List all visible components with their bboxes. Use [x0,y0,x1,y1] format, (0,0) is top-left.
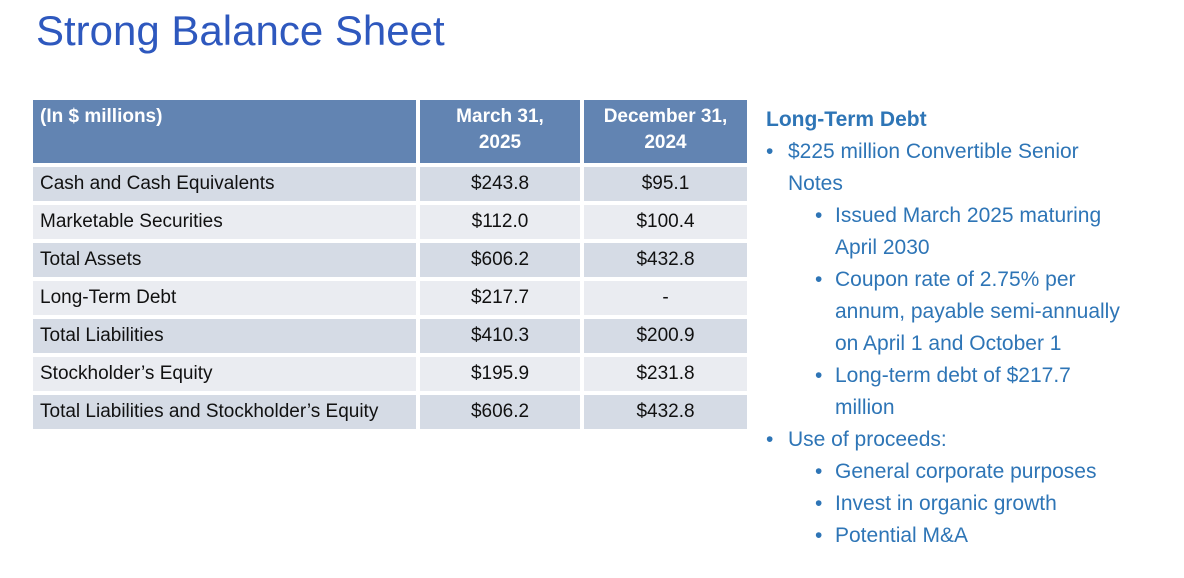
bullet-item-use-of-proceeds: • Use of proceeds: [766,424,1180,456]
bullet-icon: • [815,204,823,227]
table-row-marketable-securities: Marketable Securities $112.0 $100.4 [33,205,747,239]
bullet-item-general-corporate: • General corporate purposes [766,456,1180,488]
value-december: $432.8 [584,395,747,429]
row-label: Total Liabilities [33,319,416,353]
bullet-text: Long-term debt of $217.7 million [835,364,1071,419]
bullet-text: Issued March 2025 maturing April 2030 [835,204,1102,259]
header-december-31-2024: December 31, 2024 [584,100,747,163]
value-march: $195.9 [420,357,580,391]
table-row-cash: Cash and Cash Equivalents $243.8 $95.1 [33,167,747,201]
bullet-icon: • [766,140,774,163]
long-term-debt-panel: Long-Term Debt • $225 million Convertibl… [766,104,1180,552]
row-label: Stockholder’s Equity [33,357,416,391]
table-row-stockholders-equity: Stockholder’s Equity $195.9 $231.8 [33,357,747,391]
bullet-icon: • [815,460,823,483]
bullet-icon: • [766,428,774,451]
row-label: Marketable Securities [33,205,416,239]
row-label: Total Assets [33,243,416,277]
value-december: $95.1 [584,167,747,201]
header-march-31-2025: March 31, 2025 [420,100,580,163]
table-header-row: (In $ millions) March 31, 2025 December … [33,100,747,163]
row-label: Total Liabilities and Stockholder’s Equi… [33,395,416,429]
row-label: Cash and Cash Equivalents [33,167,416,201]
value-march: $410.3 [420,319,580,353]
bullet-text: Invest in organic growth [835,492,1057,515]
table-row-total-assets: Total Assets $606.2 $432.8 [33,243,747,277]
bullet-item-long-term-debt-amount: • Long-term debt of $217.7 million [766,360,1180,424]
bullet-text: Potential M&A [835,524,969,547]
table-row-total-liabilities-and-equity: Total Liabilities and Stockholder’s Equi… [33,395,747,429]
bullet-text: $225 million Convertible Senior Notes [788,140,1079,195]
value-march: $606.2 [420,395,580,429]
value-march: $217.7 [420,281,580,315]
bullet-text: Use of proceeds: [788,428,947,451]
bullet-icon: • [815,268,823,291]
bullet-item-issued-maturing: • Issued March 2025 maturing April 2030 [766,200,1180,264]
value-march: $112.0 [420,205,580,239]
value-december: $100.4 [584,205,747,239]
header-in-millions: (In $ millions) [33,100,416,163]
bullet-icon: • [815,524,823,547]
value-march: $243.8 [420,167,580,201]
bullet-item-convertible-notes: • $225 million Convertible Senior Notes [766,136,1180,200]
row-label: Long-Term Debt [33,281,416,315]
value-december: $200.9 [584,319,747,353]
bullet-text: Coupon rate of 2.75% per annum, payable … [835,268,1120,355]
panel-heading: Long-Term Debt [766,108,927,131]
value-march: $606.2 [420,243,580,277]
bullet-text: General corporate purposes [835,460,1097,483]
bullet-item-organic-growth: • Invest in organic growth [766,488,1180,520]
balance-sheet-table: (In $ millions) March 31, 2025 December … [29,96,751,433]
value-december: $432.8 [584,243,747,277]
table-row-long-term-debt: Long-Term Debt $217.7 - [33,281,747,315]
bullet-icon: • [815,364,823,387]
bullet-icon: • [815,492,823,515]
page-title: Strong Balance Sheet [36,7,445,54]
table-row-total-liabilities: Total Liabilities $410.3 $200.9 [33,319,747,353]
bullet-item-potential-ma: • Potential M&A [766,520,1180,552]
value-december: - [584,281,747,315]
value-december: $231.8 [584,357,747,391]
bullet-item-coupon-rate: • Coupon rate of 2.75% per annum, payabl… [766,264,1180,360]
